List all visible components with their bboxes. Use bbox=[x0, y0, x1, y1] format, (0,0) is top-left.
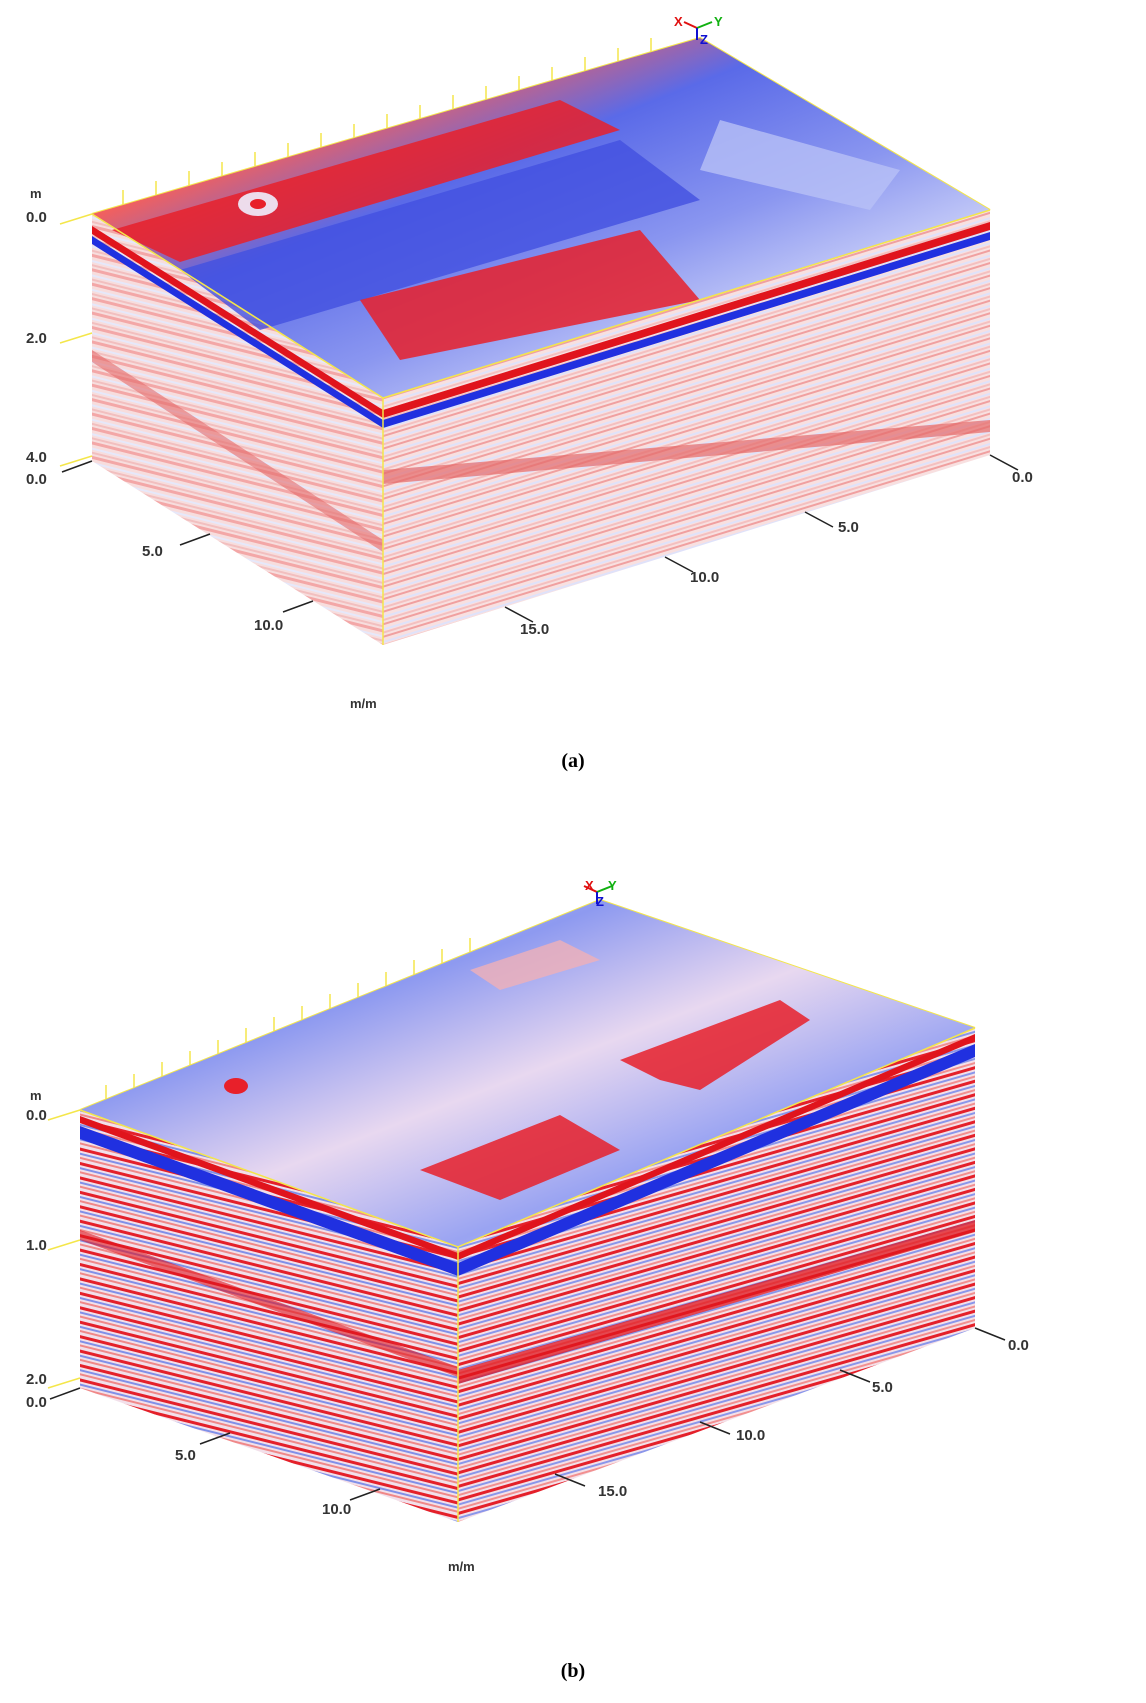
bottom-unit-label: m/m bbox=[350, 696, 377, 711]
triad-z: Z bbox=[700, 32, 708, 47]
depth-tick-2: 2.0 bbox=[26, 1371, 47, 1388]
triad-y: Y bbox=[714, 14, 723, 29]
triad-x: X bbox=[674, 14, 683, 29]
figure-caption-b: (b) bbox=[0, 1660, 1146, 1683]
gpr-3d-block-b: m 0.0 1.0 2.0 0.0 5.0 10.0 0.0 5.0 10.0 … bbox=[0, 860, 1146, 1703]
bottom-unit-label: m/m bbox=[448, 1559, 475, 1574]
front-tick-0: 0.0 bbox=[26, 471, 47, 488]
triad-z: Z bbox=[596, 894, 604, 909]
gpr-3d-block-a: m 0.0 2.0 4.0 0.0 5.0 10.0 0.0 5.0 10.0 … bbox=[0, 0, 1146, 860]
right-tick-0: 0.0 bbox=[1012, 469, 1033, 486]
triad-x: X bbox=[585, 878, 594, 893]
figure-caption-a: (a) bbox=[0, 750, 1146, 773]
front-tick-2: 10.0 bbox=[322, 1501, 351, 1518]
front-tick-1: 5.0 bbox=[142, 543, 163, 560]
front-tick-0: 0.0 bbox=[26, 1394, 47, 1411]
right-tick-2: 10.0 bbox=[690, 569, 719, 586]
depth-tick-0: 0.0 bbox=[26, 1107, 47, 1124]
panel-a: m 0.0 2.0 4.0 0.0 5.0 10.0 0.0 5.0 10.0 … bbox=[0, 0, 1146, 860]
depth-tick-1: 2.0 bbox=[26, 330, 47, 347]
depth-unit-label: m bbox=[30, 1088, 42, 1103]
right-tick-1: 5.0 bbox=[838, 519, 859, 536]
triad-y: Y bbox=[608, 878, 617, 893]
right-tick-0: 0.0 bbox=[1008, 1337, 1029, 1354]
front-tick-1: 5.0 bbox=[175, 1447, 196, 1464]
right-tick-1: 5.0 bbox=[872, 1379, 893, 1396]
depth-tick-1: 1.0 bbox=[26, 1237, 47, 1254]
right-tick-3: 15.0 bbox=[520, 621, 549, 638]
right-tick-2: 10.0 bbox=[736, 1427, 765, 1444]
panel-b: m 0.0 1.0 2.0 0.0 5.0 10.0 0.0 5.0 10.0 … bbox=[0, 860, 1146, 1703]
right-tick-3: 15.0 bbox=[598, 1483, 627, 1500]
depth-unit-label: m bbox=[30, 186, 42, 201]
depth-axis bbox=[48, 1110, 80, 1388]
front-tick-2: 10.0 bbox=[254, 617, 283, 634]
depth-tick-0: 0.0 bbox=[26, 209, 47, 226]
depth-tick-2: 4.0 bbox=[26, 449, 47, 466]
depth-axis bbox=[60, 214, 92, 466]
